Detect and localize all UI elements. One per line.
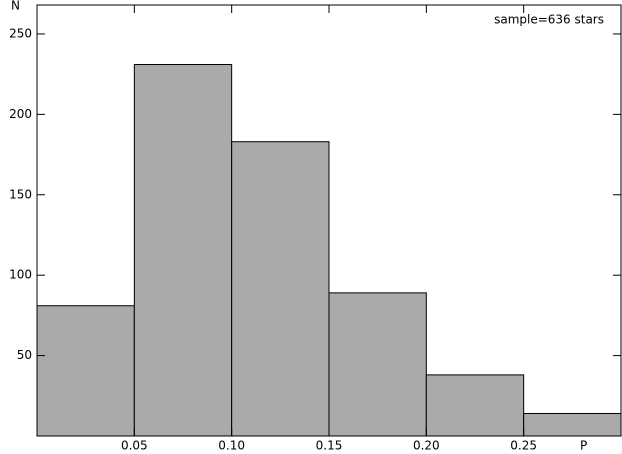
x-axis-label: P	[580, 439, 587, 453]
x-tick-label: 0.25	[510, 439, 537, 453]
bar	[36, 305, 135, 437]
bar	[523, 412, 622, 437]
y-tick-label: 50	[17, 348, 32, 362]
x-tick-label: 0.05	[121, 439, 148, 453]
y-axis-label: N	[11, 0, 20, 13]
y-tick-label: 250	[9, 26, 32, 40]
bar	[133, 64, 233, 437]
y-tick-label: 200	[9, 107, 32, 121]
bar	[328, 292, 427, 437]
x-tick-label: 0.15	[316, 439, 343, 453]
annotation: sample=636 stars	[494, 13, 604, 27]
x-tick-label: 0.10	[218, 439, 245, 453]
bar	[425, 374, 525, 437]
y-tick-label: 100	[9, 268, 32, 282]
x-tick-label: 0.20	[413, 439, 440, 453]
bar	[231, 141, 330, 437]
y-tick-label: 150	[9, 187, 32, 201]
